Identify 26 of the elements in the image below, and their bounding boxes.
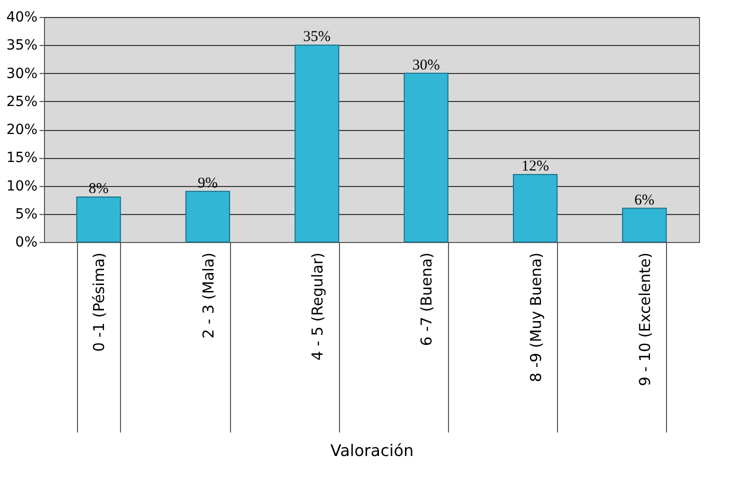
bar bbox=[294, 44, 340, 242]
data-label: 30% bbox=[412, 57, 440, 74]
data-label: 35% bbox=[303, 29, 331, 46]
bar bbox=[185, 190, 230, 242]
bar bbox=[76, 196, 121, 242]
x-tick-label: 6 -7 (Buena) bbox=[418, 252, 436, 346]
x-tick-label: 4 - 5 (Regular) bbox=[308, 252, 326, 361]
x-tick-label: 9 - 10 (Excelente) bbox=[636, 252, 654, 386]
x-tick-label: 0 -1 (Pésima) bbox=[90, 252, 108, 352]
y-tick-label: 15% bbox=[6, 150, 38, 166]
y-tick-label: 40% bbox=[6, 10, 38, 26]
x-tick-label: 2 - 3 (Mala) bbox=[199, 252, 218, 339]
data-label: 6% bbox=[634, 192, 654, 208]
y-tick-label: 10% bbox=[6, 178, 38, 194]
y-tick-label: 25% bbox=[6, 94, 38, 110]
x-axis-title: Valoración bbox=[330, 441, 414, 460]
bar bbox=[622, 208, 667, 242]
y-tick-label: 20% bbox=[6, 122, 38, 138]
bar bbox=[404, 72, 448, 242]
y-tick-label: 5% bbox=[15, 206, 38, 222]
x-tick-label: 8 -9 (Muy Buena) bbox=[526, 252, 545, 382]
y-tick-label: 0% bbox=[15, 234, 38, 250]
bar bbox=[512, 174, 558, 242]
y-tick-label: 35% bbox=[6, 38, 38, 54]
data-label: 12% bbox=[522, 158, 549, 174]
y-tick-label: 30% bbox=[6, 66, 38, 82]
